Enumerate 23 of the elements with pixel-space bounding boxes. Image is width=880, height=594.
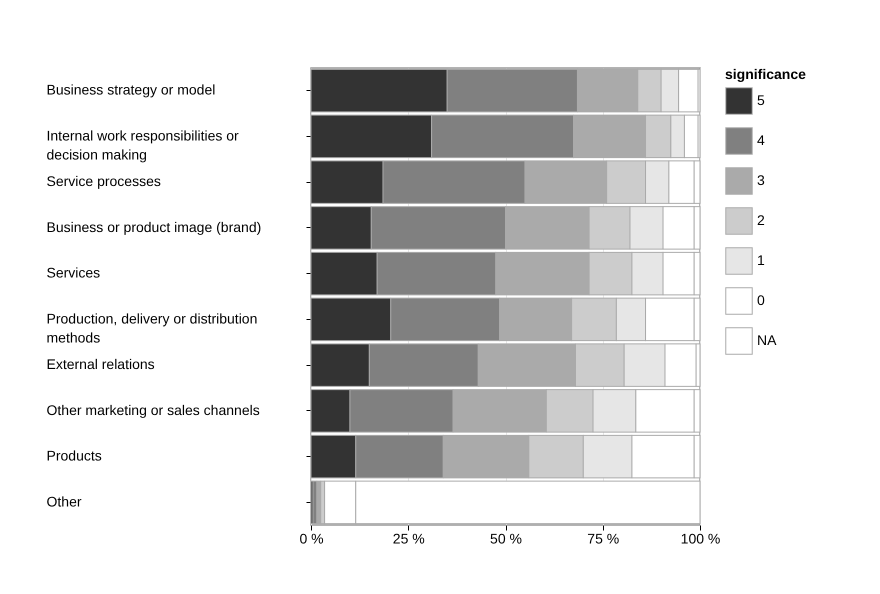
y-tick-label: Services xyxy=(46,264,100,281)
y-tick-label: Internal work responsibilities or decision making xyxy=(46,127,240,162)
y-tick-label: External relations xyxy=(46,356,155,372)
x-tick-label: 0 % xyxy=(299,530,324,546)
legend-label: 0 xyxy=(757,292,765,308)
legend-label: 5 xyxy=(757,92,765,108)
legend-title: significance xyxy=(725,66,806,82)
y-tick-label: Business strategy or model xyxy=(46,82,216,98)
legend-label: 2 xyxy=(757,212,765,228)
legend-label: 1 xyxy=(757,252,765,268)
legend-label: NA xyxy=(757,332,778,348)
legend-label: 4 xyxy=(757,132,765,148)
y-tick-label: Other marketing or sales channels xyxy=(46,402,260,418)
y-tick-label: Business or product image (brand) xyxy=(46,218,262,235)
x-tick-label: 75 % xyxy=(587,530,620,546)
y-tick-label: Production, delivery or distribution methods xyxy=(46,310,258,346)
x-tick-label: 100 % xyxy=(680,530,720,546)
x-tick-label: 25 % xyxy=(392,530,425,546)
x-tick-label: 50 % xyxy=(490,530,522,546)
y-tick-label: Service processes xyxy=(46,173,161,190)
y-tick-label: Other xyxy=(46,493,82,510)
y-tick-label: Products xyxy=(46,448,102,464)
legend-label: 3 xyxy=(757,172,765,188)
